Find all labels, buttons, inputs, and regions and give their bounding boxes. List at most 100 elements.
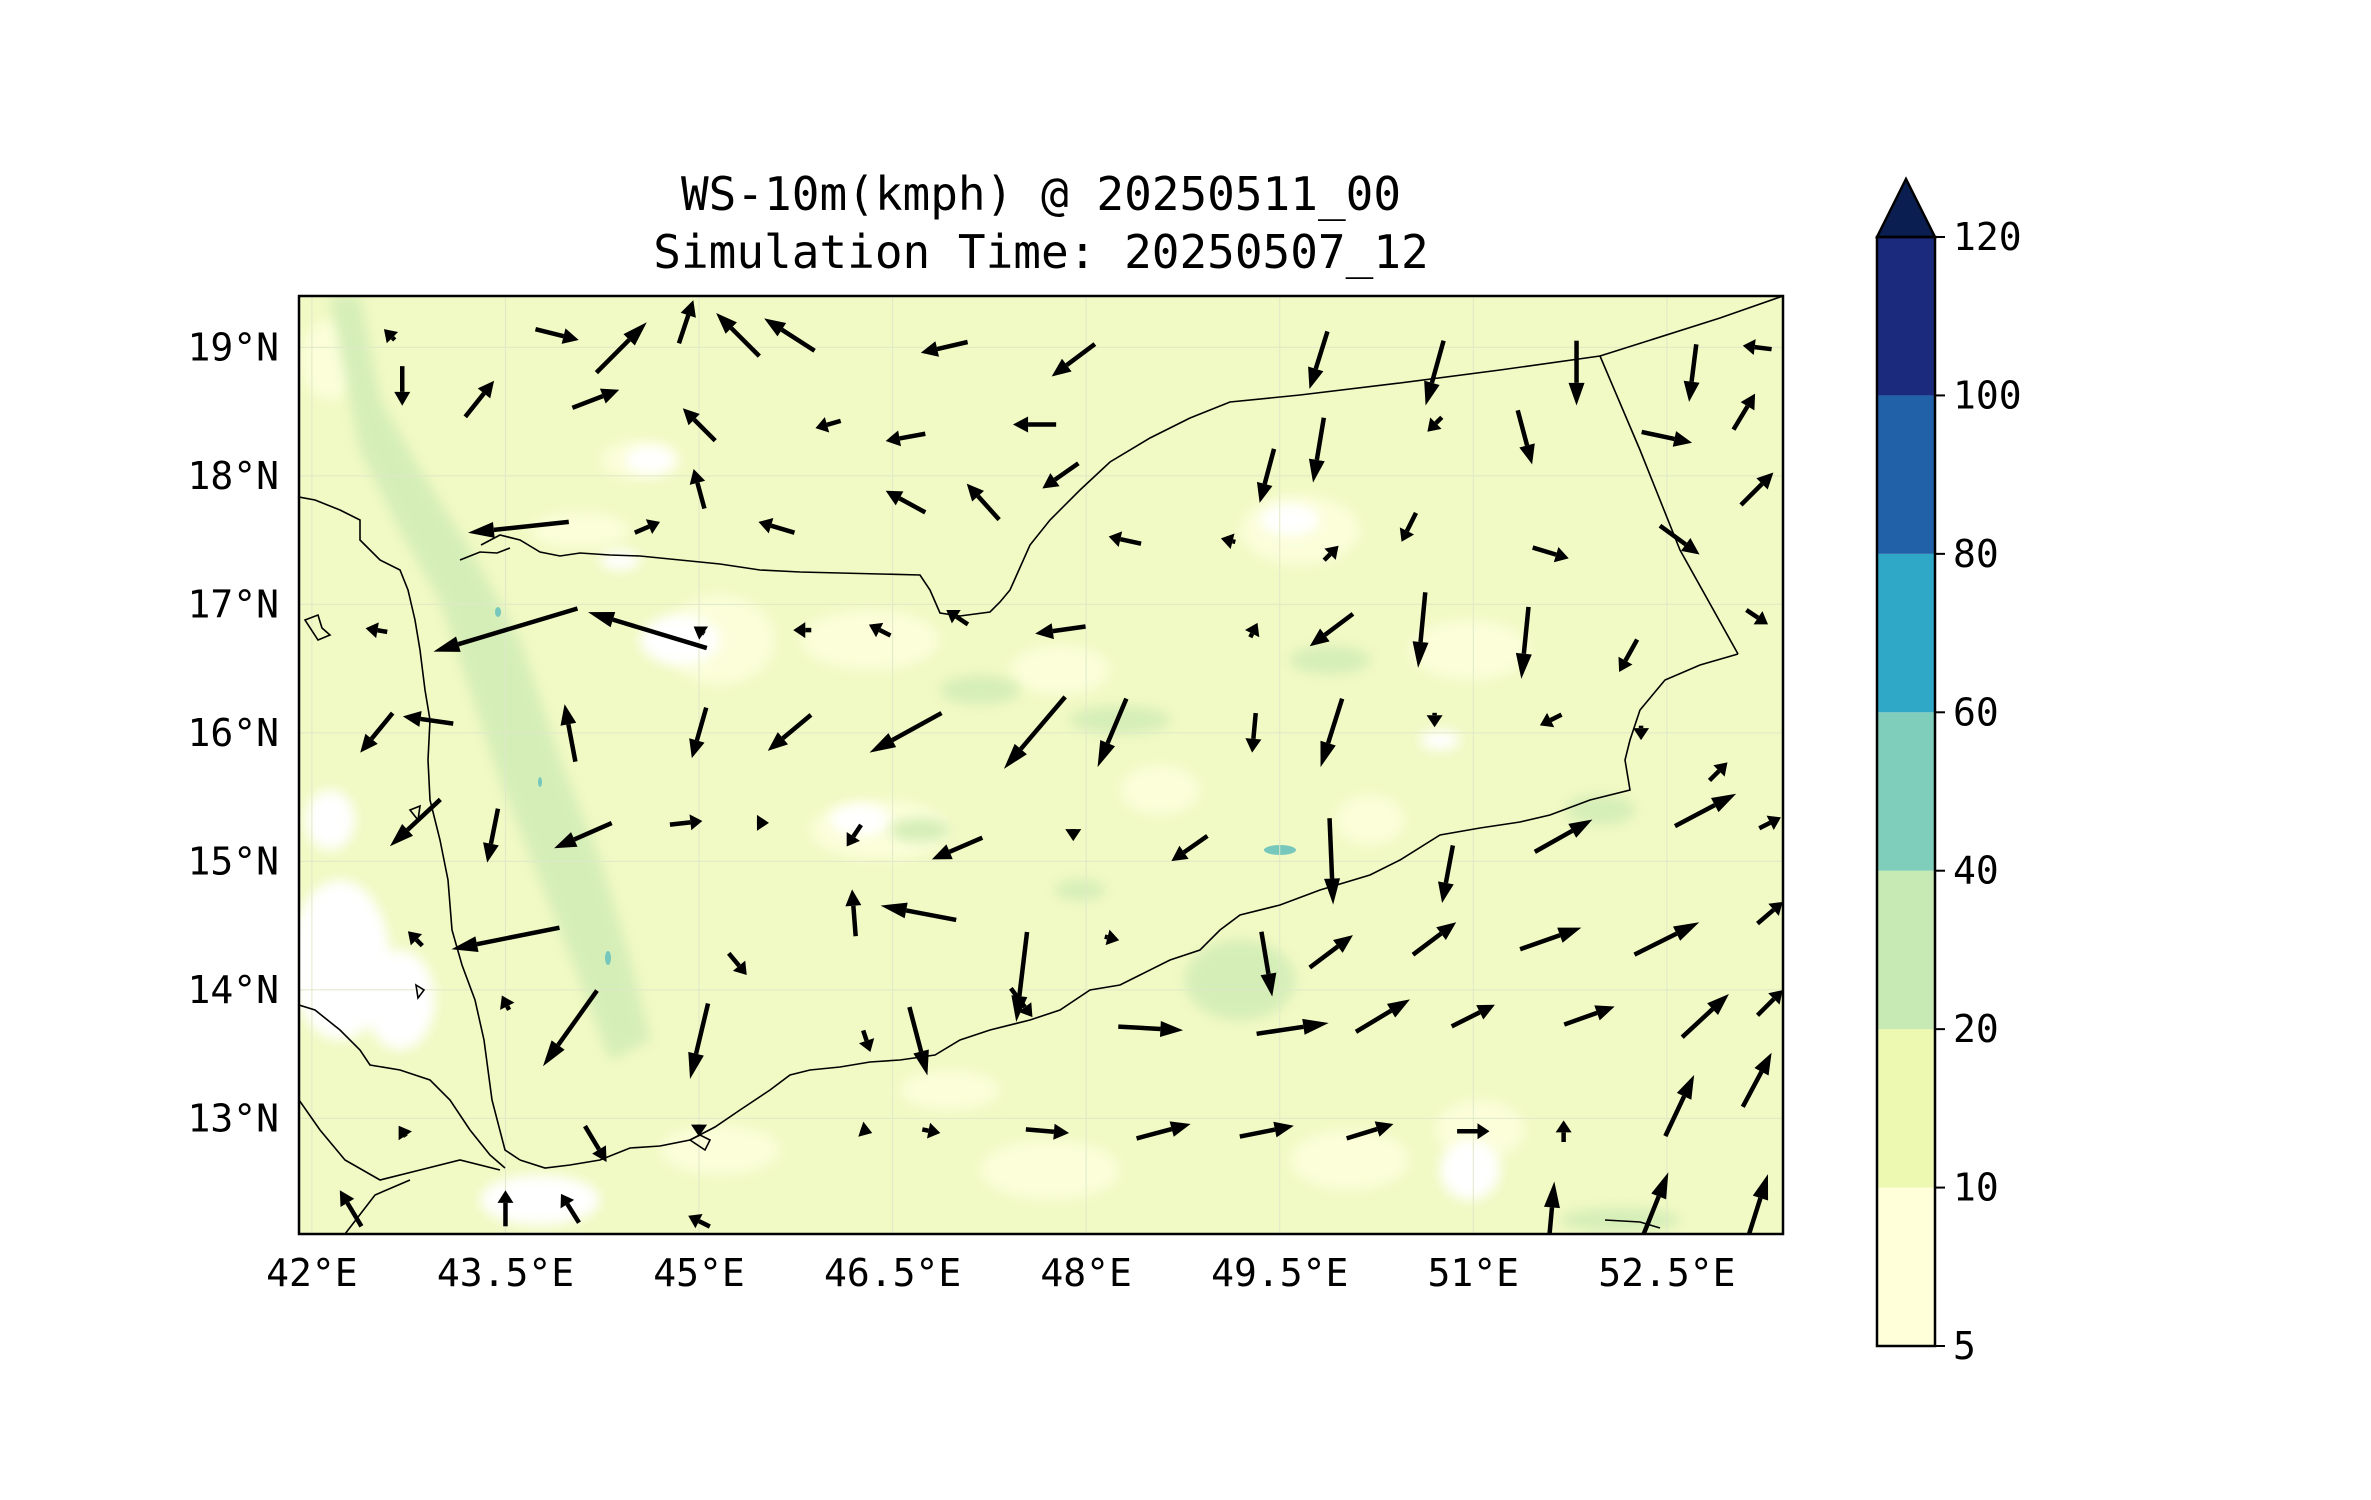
wind-arrow	[931, 835, 984, 860]
wind-arrow	[1256, 1018, 1329, 1037]
gridlines	[299, 296, 1783, 1234]
wind-arrow	[1427, 415, 1444, 432]
wind-arrow	[383, 329, 399, 344]
wind-arrow	[1515, 409, 1535, 465]
title-line-2: Simulation Time: 20250507_12	[653, 225, 1428, 279]
y-tick-label: 14°N	[187, 968, 279, 1012]
wind-arrow	[402, 711, 454, 727]
x-tick-label: 46.5°E	[824, 1251, 961, 1295]
x-tick-label: 49.5°E	[1211, 1251, 1348, 1295]
wind-arrow	[846, 823, 863, 847]
wind-arrow	[1563, 1005, 1615, 1027]
wind-arrow	[1108, 531, 1142, 547]
wind-arrow	[560, 704, 578, 763]
wind-arrow	[966, 483, 1001, 522]
x-tick-label: 43.5°E	[437, 1251, 574, 1295]
wind-arrow	[669, 814, 703, 831]
colorbar-label: 10	[1953, 1166, 1999, 1210]
wind-arrow	[394, 366, 411, 406]
x-tick-label: 45°E	[653, 1251, 745, 1295]
wind-arrow	[921, 1122, 941, 1139]
wind-arrow	[1568, 340, 1585, 406]
wind-arrow	[764, 318, 816, 353]
colorbar-label: 40	[1953, 849, 1999, 893]
wind-arrow	[1680, 993, 1729, 1039]
wind-arrow	[360, 711, 395, 753]
wind-arrow	[1220, 533, 1236, 550]
wind-arrow	[1256, 448, 1277, 503]
wind-arrow	[389, 797, 442, 847]
wind-arrow	[1104, 929, 1120, 946]
wind-arrow	[1025, 1123, 1070, 1140]
wind-arrow	[689, 707, 709, 759]
wind-arrow	[880, 902, 957, 923]
wind-arrow	[1412, 592, 1429, 668]
wind-arrow	[1633, 922, 1700, 957]
colorbar-segment	[1877, 237, 1935, 396]
wind-arrow	[554, 821, 613, 849]
colorbar-segment	[1877, 712, 1935, 871]
title-line-1: WS-10m(kmph) @ 20250511_00	[681, 167, 1401, 221]
wind-arrow	[1745, 608, 1768, 625]
wind-arrow	[793, 622, 812, 639]
wind-arrow	[1309, 612, 1355, 647]
wind-arrow	[594, 322, 647, 375]
y-tick-label: 18°N	[187, 454, 279, 498]
x-tick-label: 51°E	[1428, 1251, 1520, 1295]
colorbar-label: 100	[1953, 373, 2022, 417]
wind-arrow	[858, 1121, 873, 1137]
map-panel	[299, 296, 1783, 1234]
wind-arrow	[433, 606, 579, 652]
wind-arrow	[946, 610, 970, 627]
wind-arrow	[542, 989, 599, 1067]
wind-arrow	[1739, 472, 1774, 507]
wind-arrow	[845, 889, 862, 937]
wind-arrow	[1438, 845, 1456, 904]
wind-arrow	[1259, 931, 1277, 997]
wind-arrow	[815, 417, 842, 433]
wind-arrow	[1457, 1123, 1490, 1140]
wind-arrow	[463, 380, 495, 419]
wind-arrow	[1641, 1172, 1669, 1234]
wind-arrow	[1746, 1174, 1769, 1234]
wind-arrow	[1399, 511, 1418, 542]
socotra-coast	[1604, 1219, 1661, 1229]
jizan-bump	[459, 547, 511, 561]
wind-arrow	[1411, 922, 1457, 957]
wind-arrow	[1533, 819, 1593, 854]
wind-arrow	[676, 300, 696, 345]
wind-arrow	[756, 814, 769, 831]
latitude-tick-labels: 19°N 18°N 17°N 16°N 15°N 14°N 13°N	[187, 325, 279, 1140]
wind-arrow	[583, 1124, 607, 1163]
wind-arrow	[1171, 834, 1209, 862]
y-tick-label: 17°N	[187, 582, 279, 626]
wind-arrow	[1065, 829, 1082, 842]
wind-arrow	[1322, 545, 1339, 562]
wind-arrow	[1742, 339, 1772, 356]
colorbar-label: 60	[1953, 690, 1999, 734]
y-tick-label: 16°N	[187, 711, 279, 755]
wind-arrow	[407, 931, 424, 948]
wind-speed-field-patches	[299, 296, 1680, 1232]
southern-coastline	[519, 653, 1739, 1169]
wind-arrow	[1555, 1120, 1572, 1143]
wind-arrow	[1136, 1121, 1191, 1141]
wind-arrow	[1755, 990, 1783, 1017]
wind-arrow	[1118, 1020, 1184, 1037]
wind-arrow	[365, 622, 388, 639]
oman-border	[1599, 296, 1783, 357]
colorbar-segment	[1877, 1029, 1935, 1188]
wind-arrow	[727, 951, 747, 975]
colorbar-segment	[1877, 553, 1935, 713]
wind-arrow	[1042, 461, 1080, 489]
wind-arrow	[693, 626, 709, 640]
colorbar: 5 10 20 40 60 80 100 120	[1874, 176, 2022, 1368]
wind-arrow	[691, 1124, 708, 1137]
wind-arrow	[688, 1002, 711, 1080]
coast-inlet	[688, 1134, 712, 1152]
colorbar-label: 5	[1953, 1324, 1976, 1368]
x-tick-label: 42°E	[266, 1251, 358, 1295]
wind-arrow	[1245, 712, 1262, 753]
wind-arrow	[1051, 342, 1097, 377]
